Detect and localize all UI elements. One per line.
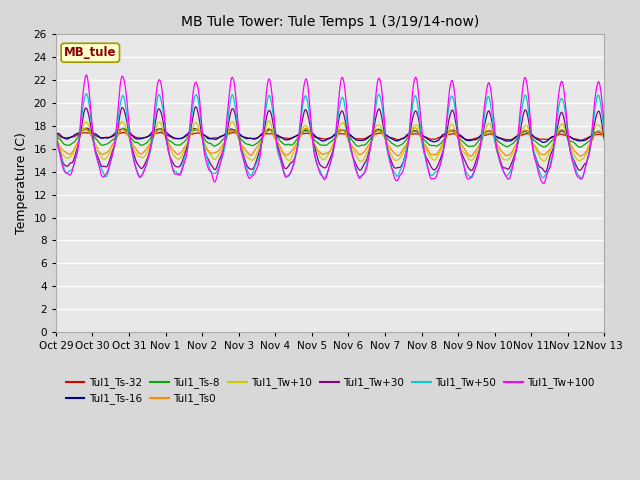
Y-axis label: Temperature (C): Temperature (C) <box>15 132 28 234</box>
Legend: Tul1_Ts-32, Tul1_Ts-16, Tul1_Ts-8, Tul1_Ts0, Tul1_Tw+10, Tul1_Tw+30, Tul1_Tw+50,: Tul1_Ts-32, Tul1_Ts-16, Tul1_Ts-8, Tul1_… <box>61 373 598 408</box>
Title: MB Tule Tower: Tule Temps 1 (3/19/14-now): MB Tule Tower: Tule Temps 1 (3/19/14-now… <box>181 15 479 29</box>
Text: MB_tule: MB_tule <box>64 46 116 59</box>
